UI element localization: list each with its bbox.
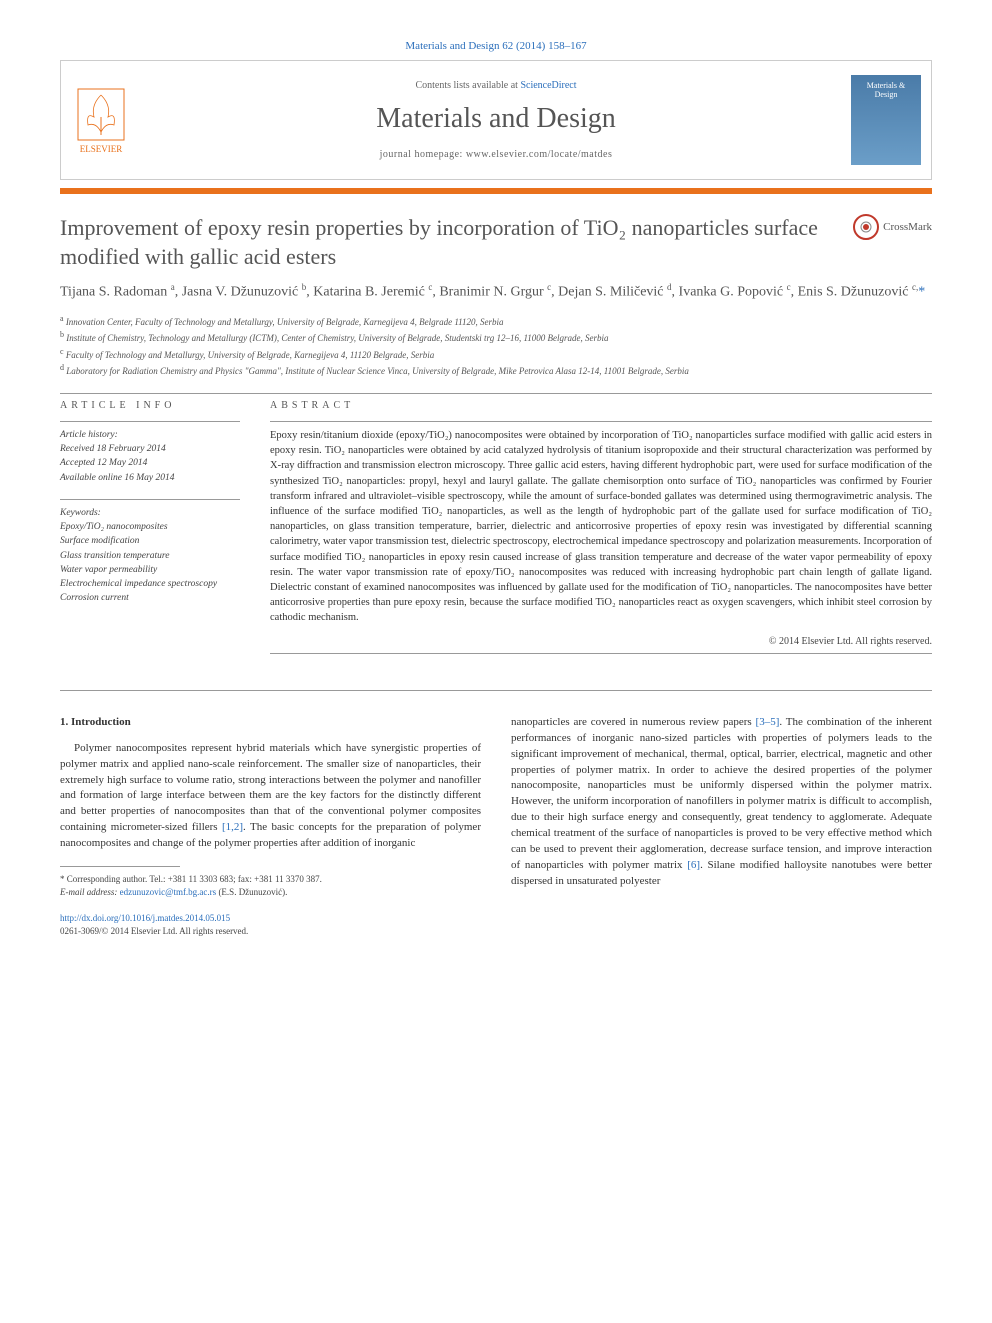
body-text: Polymer nanocomposites represent hybrid … (60, 742, 481, 834)
header-center: Contents lists available at ScienceDirec… (141, 80, 851, 160)
journal-name: Materials and Design (141, 103, 851, 135)
affiliation-item: b Institute of Chemistry, Technology and… (60, 329, 932, 346)
homepage-prefix: journal homepage: (380, 149, 466, 160)
crossmark-badge[interactable]: CrossMark (853, 214, 932, 240)
email-name: (E.S. Džunuzović). (216, 887, 287, 897)
footnote-corresponding-text: * Corresponding author. Tel.: +381 11 33… (60, 873, 481, 886)
reference-link[interactable]: [6] (687, 859, 700, 871)
keyword-item: Glass transition temperature (60, 549, 240, 563)
body-paragraph: Polymer nanocomposites represent hybrid … (60, 741, 481, 853)
journal-cover-thumbnail[interactable]: Materials & Design (851, 75, 921, 165)
body-right-column: nanoparticles are covered in numerous re… (511, 715, 932, 938)
article-title: Improvement of epoxy resin properties by… (60, 214, 833, 271)
contents-available-line: Contents lists available at ScienceDirec… (141, 80, 851, 91)
article-info-label: ARTICLE INFO (60, 400, 240, 411)
citation-line: Materials and Design 62 (2014) 158–167 (60, 40, 932, 52)
orange-divider-bar (60, 188, 932, 194)
body-left-column: 1. Introduction Polymer nanocomposites r… (60, 715, 481, 938)
sciencedirect-link[interactable]: ScienceDirect (520, 80, 576, 91)
email-link[interactable]: edzunuzovic@tmf.bg.ac.rs (120, 887, 217, 897)
divider (60, 421, 240, 422)
cover-text: Materials & Design (855, 81, 917, 99)
authors-list: Tijana S. Radoman a, Jasna V. Džunuzović… (60, 281, 932, 303)
keyword-item: Corrosion current (60, 591, 240, 605)
abstract-copyright: © 2014 Elsevier Ltd. All rights reserved… (270, 636, 932, 647)
abstract-text: Epoxy resin/titanium dioxide (epoxy/TiO₂… (270, 428, 932, 626)
elsevier-tree-icon (76, 87, 126, 142)
affiliation-item: a Innovation Center, Faculty of Technolo… (60, 313, 932, 330)
reference-link[interactable]: [3–5] (756, 716, 780, 728)
abstract-column: ABSTRACT Epoxy resin/titanium dioxide (e… (270, 400, 932, 660)
article-info-column: ARTICLE INFO Article history: Received 1… (60, 400, 240, 660)
footer-links: http://dx.doi.org/10.1016/j.matdes.2014.… (60, 912, 481, 937)
footnote-separator (60, 866, 180, 867)
keywords-block: Keywords: Epoxy/TiO₂ nanocomposites Surf… (60, 506, 240, 606)
keyword-item: Surface modification (60, 534, 240, 548)
homepage-url[interactable]: www.elsevier.com/locate/matdes (466, 149, 613, 160)
elsevier-label: ELSEVIER (80, 144, 123, 154)
corresponding-author-footnote: * Corresponding author. Tel.: +381 11 33… (60, 873, 481, 898)
history-item: Available online 16 May 2014 (60, 471, 240, 485)
abstract-label: ABSTRACT (270, 400, 932, 411)
title-row: Improvement of epoxy resin properties by… (60, 214, 932, 271)
citation-link[interactable]: Materials and Design 62 (2014) 158–167 (405, 40, 586, 52)
doi-link[interactable]: http://dx.doi.org/10.1016/j.matdes.2014.… (60, 913, 230, 923)
body-paragraph: nanoparticles are covered in numerous re… (511, 715, 932, 890)
article-history-block: Article history: Received 18 February 20… (60, 428, 240, 485)
homepage-line: journal homepage: www.elsevier.com/locat… (141, 149, 851, 160)
journal-header-box: ELSEVIER Contents lists available at Sci… (60, 60, 932, 180)
keywords-heading: Keywords: (60, 506, 240, 520)
affiliation-item: d Laboratory for Radiation Chemistry and… (60, 362, 932, 379)
history-heading: Article history: (60, 428, 240, 442)
divider (60, 690, 932, 691)
elsevier-logo[interactable]: ELSEVIER (61, 79, 141, 162)
info-abstract-row: ARTICLE INFO Article history: Received 1… (60, 400, 932, 660)
divider (270, 653, 932, 654)
body-text: nanoparticles are covered in numerous re… (511, 716, 756, 728)
section-heading: 1. Introduction (60, 715, 481, 731)
history-item: Accepted 12 May 2014 (60, 456, 240, 470)
affiliations-list: a Innovation Center, Faculty of Technolo… (60, 313, 932, 379)
crossmark-label: CrossMark (883, 221, 932, 233)
history-item: Received 18 February 2014 (60, 442, 240, 456)
keyword-item: Epoxy/TiO₂ nanocomposites (60, 520, 240, 534)
crossmark-icon (853, 214, 879, 240)
keyword-item: Water vapor permeability (60, 563, 240, 577)
contents-prefix: Contents lists available at (415, 80, 520, 91)
body-two-columns: 1. Introduction Polymer nanocomposites r… (60, 715, 932, 938)
email-label: E-mail address: (60, 887, 120, 897)
issn-copyright: 0261-3069/© 2014 Elsevier Ltd. All right… (60, 926, 248, 936)
body-text: . The combination of the inherent perfor… (511, 716, 932, 871)
affiliation-item: c Faculty of Technology and Metallurgy, … (60, 346, 932, 363)
divider (60, 499, 240, 500)
divider (60, 393, 932, 394)
divider (270, 421, 932, 422)
reference-link[interactable]: [1,2] (222, 821, 243, 833)
page-container: Materials and Design 62 (2014) 158–167 E… (0, 0, 992, 978)
keyword-item: Electrochemical impedance spectroscopy (60, 577, 240, 591)
